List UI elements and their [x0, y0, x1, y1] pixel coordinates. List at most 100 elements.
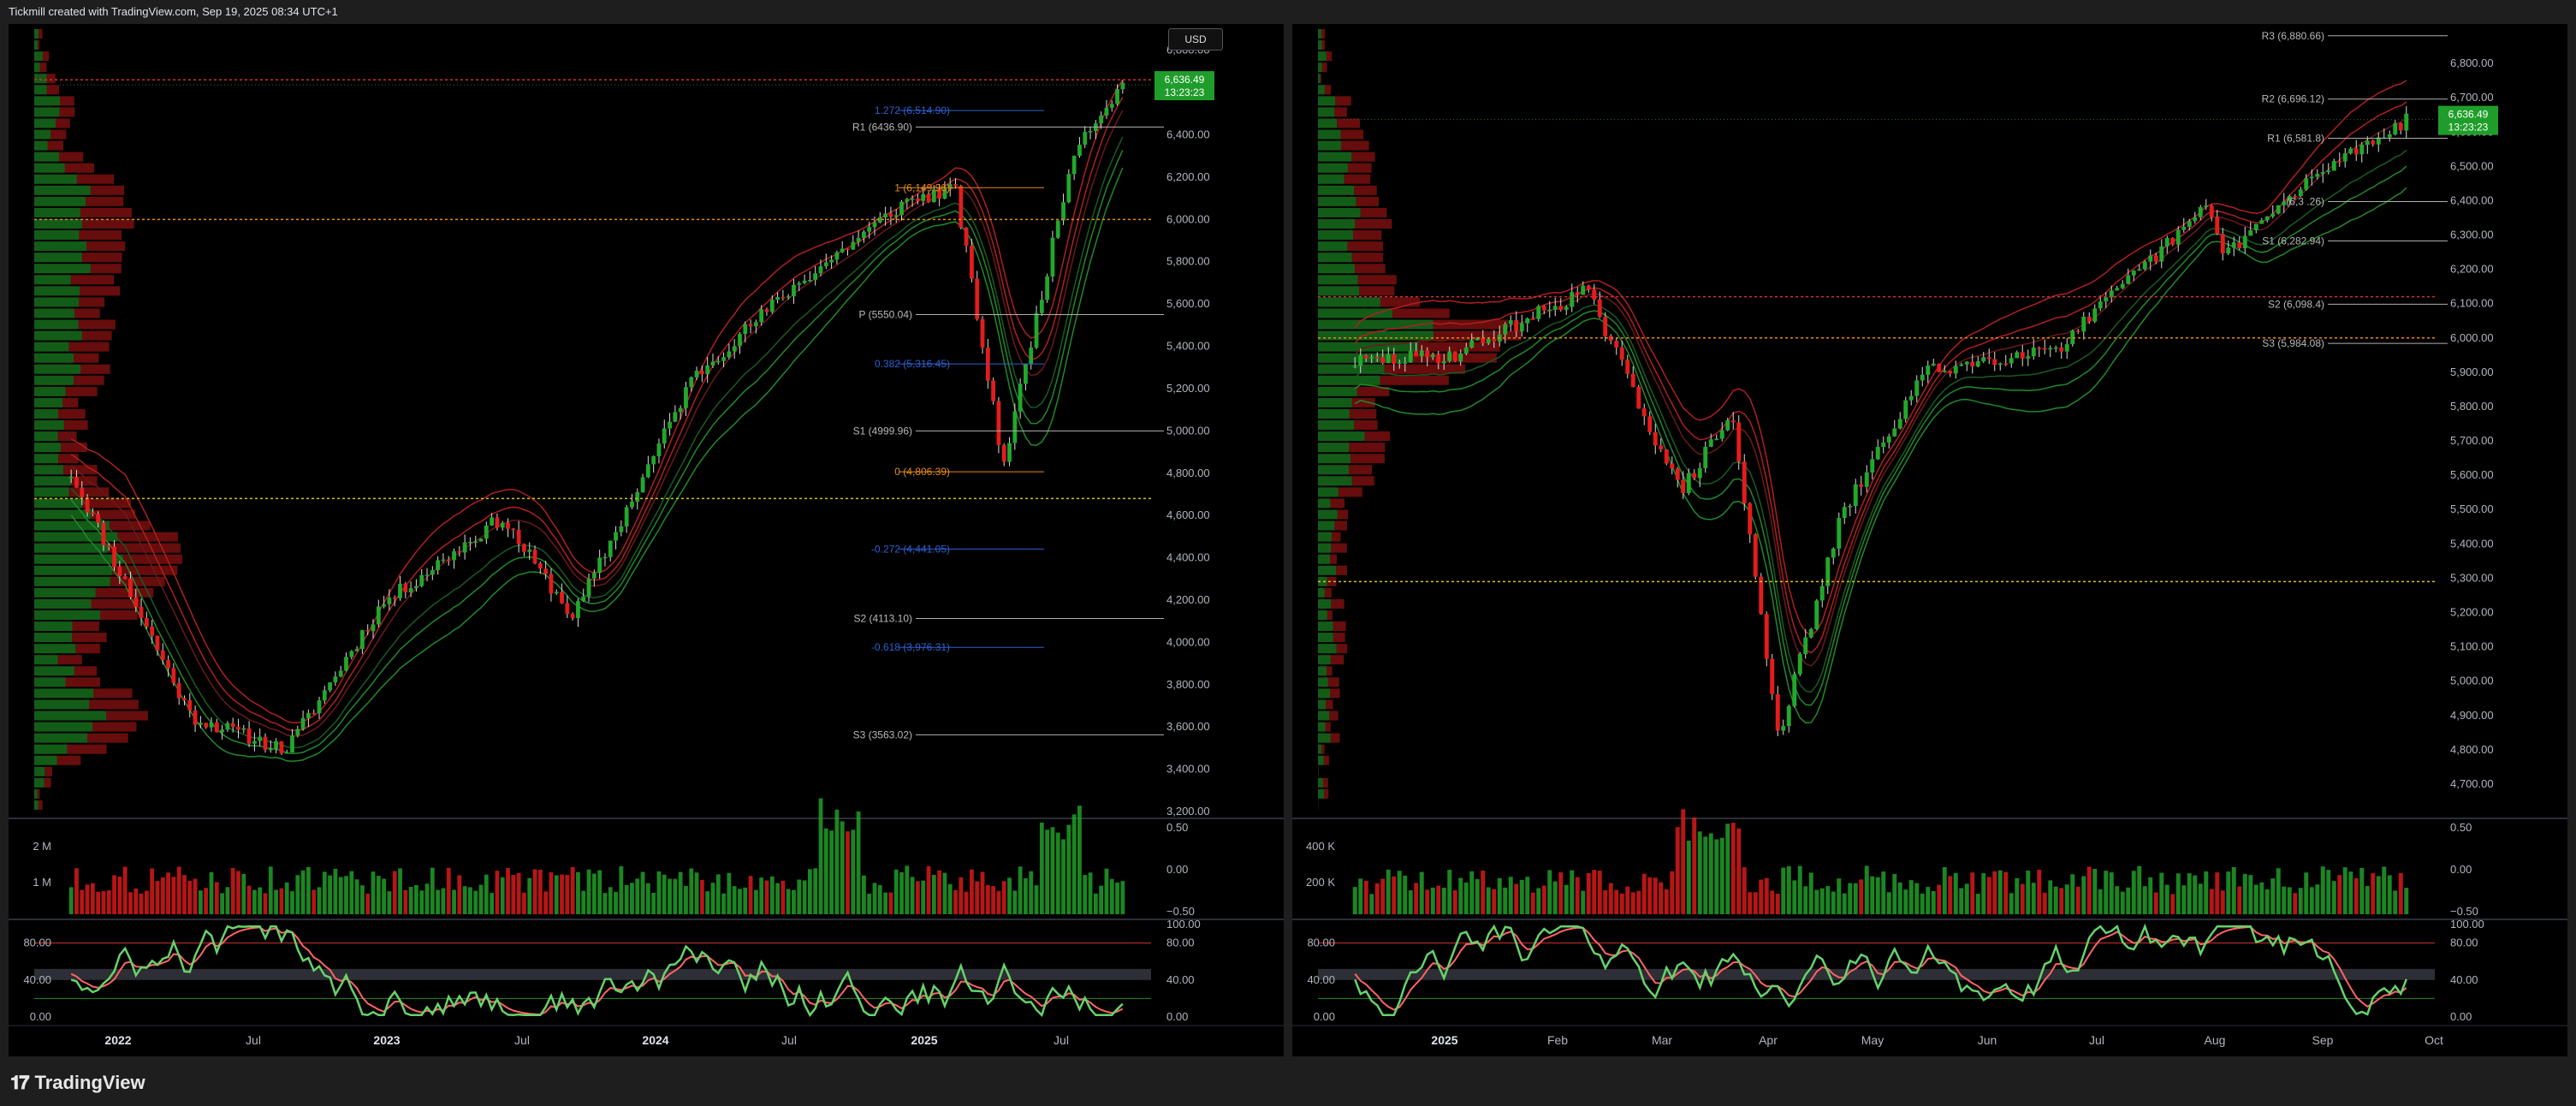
volume-bar [1959, 888, 1964, 914]
volume-bar [1083, 875, 1088, 914]
volume-profile-bar [34, 408, 58, 419]
envelope-band-line [70, 149, 1124, 754]
candle-body [506, 522, 510, 529]
candle-body [2142, 261, 2147, 270]
candle-body [2237, 242, 2242, 249]
candle-body [2092, 308, 2098, 322]
candle-body [1908, 395, 1914, 401]
candle-body [1586, 285, 1591, 290]
volume-bar [883, 892, 887, 914]
volume-bar [1714, 839, 1719, 914]
volume-profile-bar [1318, 688, 1331, 699]
stoch-left-tick-label: 80.00 [23, 937, 51, 949]
volume-bar [322, 871, 327, 914]
candle-body [1120, 82, 1125, 90]
candle-body [1903, 400, 1908, 419]
right-chart-panel[interactable]: R3 (6,880.66) R2 (6,696.12) R1 (6,581.8) (6… [1292, 24, 2567, 1056]
volume-bar [2064, 884, 2069, 914]
volume-bar [1808, 872, 1813, 914]
volume-bar [80, 889, 85, 914]
candle-body [1848, 505, 1853, 508]
candle-body [1581, 285, 1586, 295]
candle-body [1536, 306, 1541, 319]
candle-body [80, 487, 85, 497]
candle-body [122, 576, 128, 579]
volume-bar [187, 881, 193, 914]
volume-profile-bar [122, 554, 183, 564]
candle-body [1630, 373, 1635, 388]
volume-profile-bar [80, 286, 121, 296]
volume-bar [614, 891, 618, 914]
candle-body [236, 727, 240, 730]
volume-bar [2342, 867, 2347, 914]
candle-body [1392, 354, 1397, 364]
volume-bar [1452, 889, 1457, 914]
volume-profile-bar [1318, 498, 1331, 508]
volume-profile-bar [1360, 207, 1387, 217]
volume-bar [2365, 886, 2370, 914]
volume-profile-bar [34, 777, 45, 788]
candle-body [312, 712, 317, 715]
volume-profile-bar [34, 74, 47, 84]
volume-right-tick-label: 0.00 [1166, 863, 1188, 876]
volume-profile-bar [38, 800, 43, 810]
candle-body [2037, 348, 2042, 349]
candle-body [910, 198, 915, 200]
candle-body [306, 712, 311, 718]
candle-body [1519, 323, 1524, 332]
volume-profile-bar [1334, 107, 1347, 117]
volume-bar [2081, 876, 2086, 914]
left-chart-panel[interactable]: R1 (6436.90) P (5550.04) S1 (4999.96) S2 (4… [9, 24, 1284, 1056]
volume-bar [1864, 865, 1869, 914]
candle-body [128, 578, 133, 598]
footer: 𝟏𝟕 TradingView [0, 1061, 2576, 1106]
candle-body [1948, 371, 1953, 374]
volume-tick-label: 200 K [1306, 876, 1335, 889]
volume-tick-label: 2 M [33, 840, 51, 853]
volume-bar [1430, 887, 1435, 914]
envelope-band-line [1354, 149, 2407, 693]
volume-bar [651, 892, 656, 914]
candle-body [182, 698, 187, 700]
volume-bar [279, 888, 284, 914]
volume-profile-bar [1335, 96, 1351, 106]
volume-bar [511, 874, 516, 914]
volume-bar [942, 872, 947, 914]
volume-bar [1508, 877, 1513, 914]
volume-bar [1937, 884, 1942, 914]
volume-profile-bar [1321, 744, 1325, 754]
volume-bar [2164, 884, 2169, 914]
volume-profile-bar [108, 543, 181, 553]
volume-bar [333, 868, 338, 914]
volume-profile-bar [62, 465, 98, 475]
volume-bar [1908, 880, 1914, 914]
x-axis-tick-label: Mar [1652, 1033, 1672, 1047]
candle-body [1469, 340, 1475, 348]
volume-profile-bar [1318, 62, 1322, 73]
candle-body [1039, 300, 1044, 313]
volume-bar [263, 893, 268, 914]
right-chart-svg[interactable]: R3 (6,880.66) R2 (6,696.12) R1 (6,581.8) (6… [1292, 24, 2567, 1056]
volume-bar [549, 872, 554, 914]
volume-bar [1964, 883, 1969, 914]
volume-bar [1636, 890, 1641, 914]
candle-body [2320, 172, 2325, 175]
volume-profile-bar [50, 129, 67, 140]
volume-bar [2248, 875, 2253, 914]
candle-body [899, 201, 904, 216]
stoch-band [1318, 968, 2435, 980]
candle-body [2209, 205, 2214, 217]
volume-profile-bar [34, 330, 82, 341]
left-chart-svg[interactable]: R1 (6436.90) P (5550.04) S1 (4999.96) S2 (4… [9, 24, 1284, 1056]
volume-bar [344, 876, 348, 914]
volume-profile-bar [34, 185, 91, 195]
y-axis-tick-label: 5,200.00 [1166, 382, 1210, 395]
brand[interactable]: 𝟏𝟕 TradingView [10, 1072, 145, 1094]
volume-bar [1536, 888, 1541, 914]
volume-profile-bar [1318, 107, 1335, 117]
currency-button[interactable]: USD [1168, 28, 1223, 51]
volume-profile-bar [109, 520, 151, 531]
volume-bar [1748, 892, 1753, 914]
volume-profile-bar [92, 722, 137, 732]
candle-body [1981, 357, 1986, 362]
